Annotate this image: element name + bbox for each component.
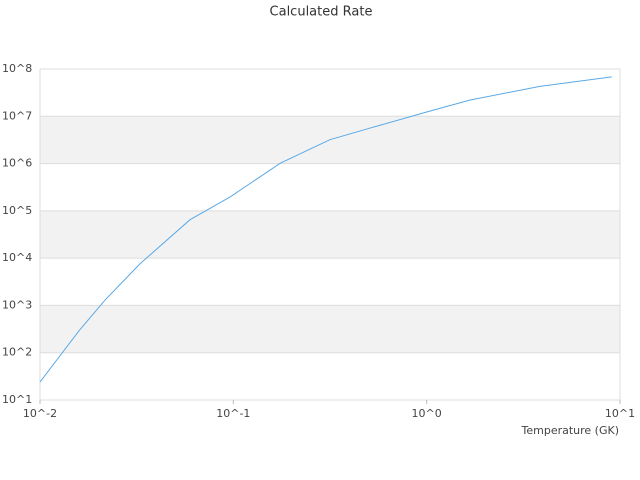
y-tick-label: 10^2 bbox=[2, 346, 32, 359]
x-tick-label: 10^0 bbox=[412, 407, 442, 420]
band bbox=[40, 305, 620, 353]
y-tick-label: 10^8 bbox=[2, 62, 32, 75]
y-tick-label: 10^7 bbox=[2, 109, 32, 122]
band bbox=[40, 210, 620, 259]
y-tick-label: 10^4 bbox=[2, 251, 32, 264]
x-tick-label: 10^1 bbox=[605, 407, 635, 420]
x-axis-label: Temperature (GK) bbox=[521, 424, 620, 437]
line bbox=[39, 76, 612, 383]
y-tick-label: 10^3 bbox=[2, 298, 32, 311]
plot-background bbox=[40, 116, 620, 353]
x-tick-label: 10^-1 bbox=[216, 407, 250, 420]
x-tick-label: 10^-2 bbox=[23, 407, 57, 420]
y-tick-label: 10^5 bbox=[2, 204, 32, 217]
y-tick-label: 10^1 bbox=[2, 393, 32, 406]
y-tick-label: 10^6 bbox=[2, 157, 32, 170]
chart-title: Calculated Rate bbox=[270, 5, 373, 20]
